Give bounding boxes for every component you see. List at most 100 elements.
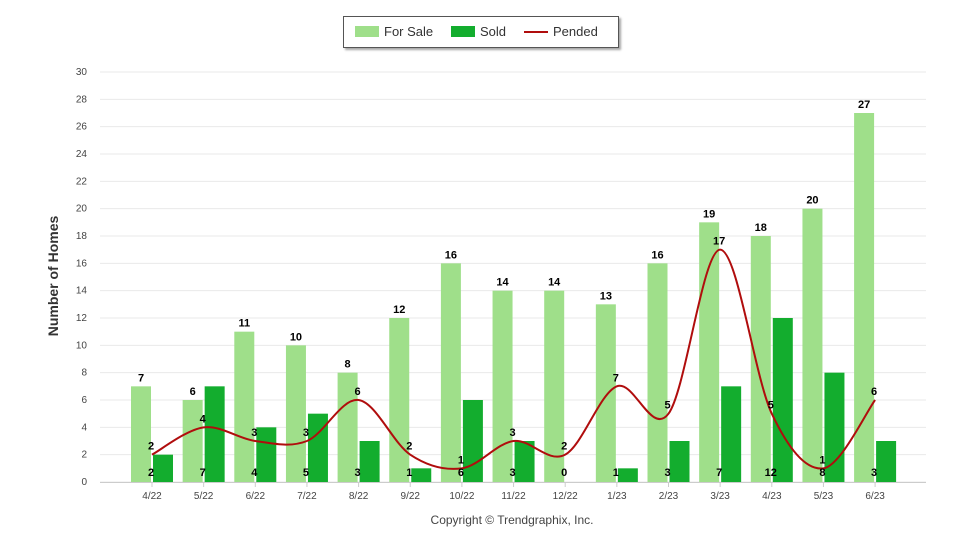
label-pended-4/22: 2 <box>148 441 154 453</box>
label-pended-1/23: 7 <box>613 372 619 384</box>
label-for-sale-6/22: 11 <box>238 318 250 330</box>
label-sold-11/22: 3 <box>509 467 515 479</box>
y-tick-label-18: 18 <box>76 231 88 242</box>
bar-sold-4/22 <box>153 454 173 482</box>
x-tick-label-9/22: 9/22 <box>401 491 421 502</box>
x-tick-label-8/22: 8/22 <box>349 491 369 502</box>
sold-swatch <box>451 26 475 37</box>
x-tick-label-7/22: 7/22 <box>297 491 317 502</box>
bar-for-sale-1/23 <box>595 304 616 482</box>
label-for-sale-2/23: 16 <box>651 249 663 261</box>
label-pended-2/23: 5 <box>664 400 670 412</box>
label-pended-6/23: 6 <box>871 386 877 398</box>
legend-item-pended[interactable]: Pended <box>524 24 598 39</box>
label-sold-12/22: 0 <box>561 467 567 479</box>
bar-for-sale-6/22 <box>234 331 255 482</box>
label-pended-4/23: 5 <box>768 400 774 412</box>
label-pended-5/23: 1 <box>819 454 825 466</box>
label-sold-1/23: 1 <box>613 467 619 479</box>
y-axis-label: Number of Homes <box>45 215 61 337</box>
x-tick-label-4/23: 4/23 <box>762 491 782 502</box>
x-tick-label-4/22: 4/22 <box>142 491 162 502</box>
label-for-sale-11/22: 14 <box>496 277 509 289</box>
x-tick-label-11/22: 11/22 <box>501 491 526 502</box>
label-pended-8/22: 6 <box>355 386 361 398</box>
label-sold-5/22: 7 <box>200 467 206 479</box>
bar-sold-11/22 <box>514 441 535 482</box>
label-for-sale-1/23: 13 <box>600 290 612 302</box>
y-tick-label-8: 8 <box>81 368 87 379</box>
y-tick-label-10: 10 <box>76 340 88 351</box>
y-tick-label-4: 4 <box>81 422 87 433</box>
bar-for-sale-3/23 <box>699 222 720 483</box>
label-pended-3/23: 17 <box>713 236 725 248</box>
y-tick-label-16: 16 <box>76 258 88 269</box>
pended-line-series <box>151 248 876 470</box>
legend-item-sold[interactable]: Sold <box>451 24 506 39</box>
bar-sold-5/22 <box>204 386 225 482</box>
x-tick-label-10/22: 10/22 <box>449 491 474 502</box>
label-for-sale-6/23: 27 <box>858 99 870 111</box>
y-tick-label-6: 6 <box>81 395 87 406</box>
bar-for-sale-6/23 <box>854 113 875 482</box>
label-pended-9/22: 2 <box>406 441 412 453</box>
legend-item-for-sale[interactable]: For Sale <box>355 24 433 39</box>
label-sold-3/23: 7 <box>716 467 722 479</box>
y-tick-label-28: 28 <box>76 94 88 105</box>
label-for-sale-9/22: 12 <box>393 304 405 316</box>
bar-sold-6/23 <box>876 441 897 482</box>
label-sold-5/23: 8 <box>819 467 825 479</box>
bar-for-sale-4/23 <box>750 236 771 482</box>
bar-for-sale-4/22 <box>131 386 151 482</box>
bar-for-sale-2/23 <box>647 263 668 482</box>
label-sold-10/22: 6 <box>458 467 464 479</box>
bar-for-sale-10/22 <box>440 263 461 482</box>
label-for-sale-10/22: 16 <box>445 249 457 261</box>
bar-sold-9/22 <box>411 468 432 482</box>
label-for-sale-5/22: 6 <box>190 386 196 398</box>
pended-swatch <box>524 30 548 33</box>
y-tick-label-20: 20 <box>76 204 88 215</box>
y-tick-label-22: 22 <box>76 176 88 187</box>
y-tick-label-12: 12 <box>76 313 88 324</box>
x-tick-label-5/22: 5/22 <box>194 491 214 502</box>
label-for-sale-8/22: 8 <box>345 359 351 371</box>
bar-for-sale-5/22 <box>182 400 203 482</box>
bar-sold-4/23 <box>772 318 793 482</box>
label-for-sale-12/22: 14 <box>548 277 561 289</box>
y-tick-label-0: 0 <box>81 477 87 488</box>
x-axis-ticks: 4/22 5/22 6/22 7/22 8/22 9/22 10/22 11/22 12/22 1… <box>142 482 885 502</box>
bar-sold-1/23 <box>617 468 638 482</box>
x-tick-label-1/23: 1/23 <box>607 491 627 502</box>
label-sold-4/22: 2 <box>148 467 154 479</box>
x-tick-label-12/22: 12/22 <box>553 491 578 502</box>
bar-sold-3/23 <box>721 386 742 482</box>
x-tick-label-5/23: 5/23 <box>814 491 834 502</box>
label-for-sale-5/23: 20 <box>806 195 818 207</box>
bar-sold-8/22 <box>359 441 380 482</box>
x-tick-label-6/22: 6/22 <box>246 491 266 502</box>
bar-for-sale-9/22 <box>389 318 410 482</box>
label-pended-12/22: 2 <box>561 441 567 453</box>
x-tick-label-2/23: 2/23 <box>659 491 679 502</box>
bar-for-sale-11/22 <box>492 290 513 482</box>
bar-for-sale-5/23 <box>802 208 823 482</box>
label-sold-2/23: 3 <box>664 467 670 479</box>
copyright-text: Copyright © Trendgraphix, Inc. <box>430 513 594 527</box>
label-sold-9/22: 1 <box>406 467 412 479</box>
x-tick-label-6/23: 6/23 <box>865 491 885 502</box>
y-tick-label-30: 30 <box>76 67 88 78</box>
label-pended-7/22: 3 <box>303 427 309 439</box>
y-tick-label-24: 24 <box>76 149 88 160</box>
label-pended-6/22: 3 <box>251 427 257 439</box>
legend: For Sale Sold Pended <box>343 16 619 48</box>
label-sold-6/22: 4 <box>251 467 258 479</box>
label-pended-10/22: 1 <box>458 454 464 466</box>
label-sold-8/22: 3 <box>355 467 361 479</box>
y-tick-label-26: 26 <box>76 122 88 133</box>
for-sale-swatch <box>355 26 379 37</box>
label-sold-7/22: 5 <box>303 467 309 479</box>
label-pended-5/22: 4 <box>200 413 207 425</box>
